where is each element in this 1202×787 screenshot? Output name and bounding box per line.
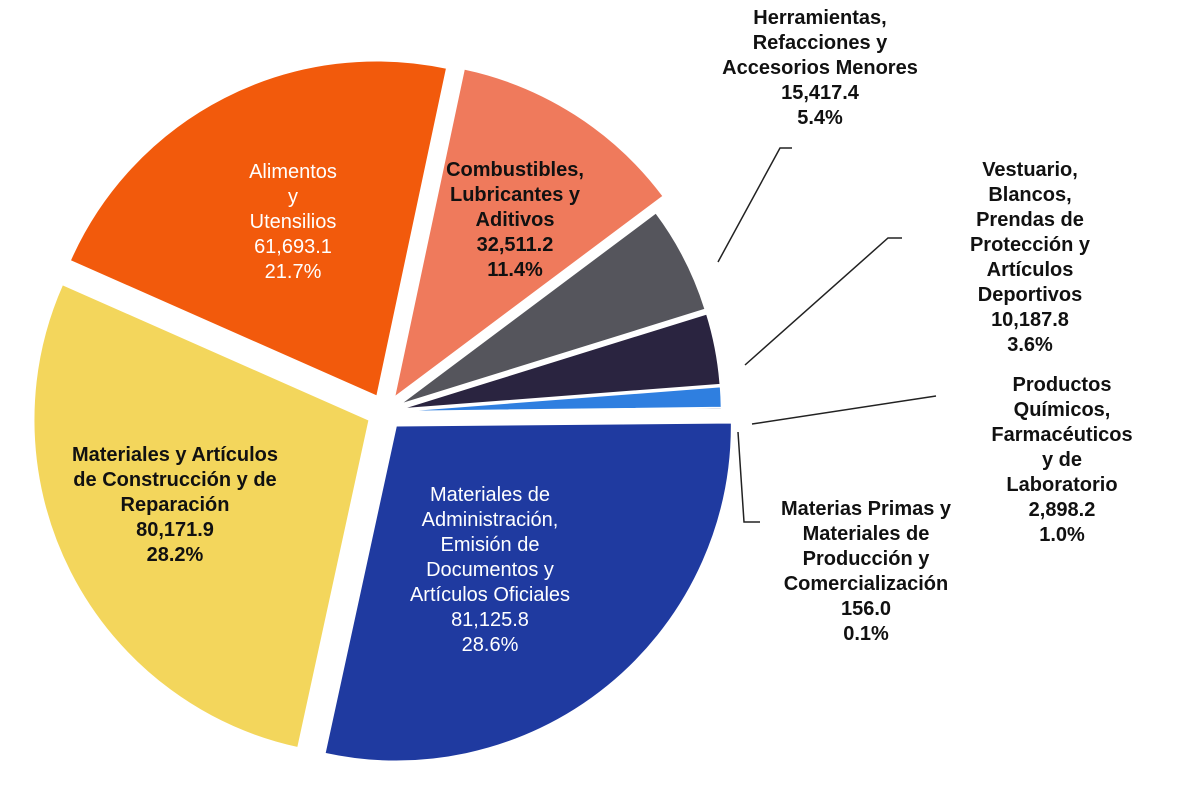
percent-label: 11.4% <box>487 259 543 281</box>
leader-line <box>737 431 760 523</box>
pie-slice <box>400 212 706 405</box>
category-name: Materias Primas y Materiales de Producci… <box>780 498 952 595</box>
slice-label: Materiales de Administración, Emisión de… <box>410 483 570 658</box>
amount-label: 80,171.9 <box>136 519 214 541</box>
slice-label: Materias Primas y Materiales de Producci… <box>781 497 951 647</box>
slice-label: Productos Químicos, Farmacéuticos y de L… <box>991 373 1132 548</box>
slice-label: Vestuario, Blancos, Prendas de Protecció… <box>944 158 1116 358</box>
amount-label: 15,417.4 <box>781 82 859 104</box>
category-name: Combustibles, Lubricantes y Aditivos <box>446 159 584 231</box>
category-name: Alimentos y Utensilios <box>249 161 337 233</box>
pie-slice <box>324 422 732 762</box>
amount-label: 32,511.2 <box>476 234 554 256</box>
category-name: Herramientas, Refacciones y Accesorios M… <box>722 7 918 79</box>
slice-label: Alimentos y Utensilios 61,693.1 21.7% <box>249 160 337 285</box>
category-name: Materiales de Administración, Emisión de… <box>409 484 571 606</box>
category-name: Productos Químicos, Farmacéuticos y de L… <box>991 374 1133 496</box>
category-name: Materiales y Artículos de Construcción y… <box>71 444 279 516</box>
percent-label: 28.6% <box>461 634 519 656</box>
amount-label: 81,125.8 <box>451 609 529 631</box>
slice-label: Herramientas, Refacciones y Accesorios M… <box>722 6 918 131</box>
percent-label: 21.7% <box>264 261 322 283</box>
slice-label: Materiales y Artículos de Construcción y… <box>72 443 278 568</box>
pie-slice <box>69 60 448 397</box>
pie-slice <box>402 386 722 412</box>
leader-line <box>717 147 792 263</box>
percent-label: 3.6% <box>1007 334 1053 356</box>
leader-line <box>744 237 902 366</box>
amount-label: 61,693.1 <box>254 236 332 258</box>
amount-label: 2,898.2 <box>1028 499 1096 521</box>
percent-label: 28.2% <box>146 544 204 566</box>
percent-label: 1.0% <box>1039 524 1085 546</box>
percent-label: 0.1% <box>843 623 889 645</box>
pie-slice <box>402 407 722 413</box>
amount-label: 156.0 <box>840 598 892 620</box>
pie-slice <box>33 284 370 749</box>
slice-label: Combustibles, Lubricantes y Aditivos 32,5… <box>446 158 584 283</box>
category-name: Vestuario, Blancos, Prendas de Protecció… <box>969 159 1091 306</box>
amount-label: 10,187.8 <box>991 309 1069 331</box>
leader-line <box>751 395 937 425</box>
pie-slice <box>393 68 664 399</box>
percent-label: 5.4% <box>797 107 843 129</box>
pie-slice <box>402 313 721 410</box>
